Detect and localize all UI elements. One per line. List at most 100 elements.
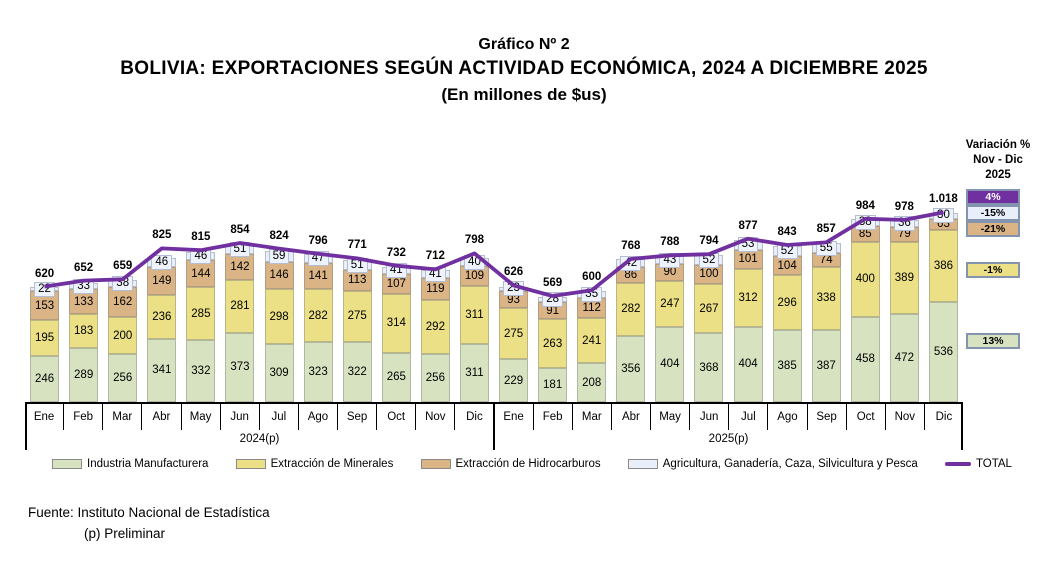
segment-value-label: 282 (621, 303, 641, 316)
total-value-label: 771 (347, 239, 367, 252)
segment-value-label: 46 (190, 248, 212, 264)
segment-value-label: 404 (660, 358, 680, 371)
segment-value-label: 314 (386, 317, 406, 330)
legend-label: TOTAL (975, 458, 1012, 470)
segment-value-label: 298 (269, 310, 289, 323)
segment-value-label: 265 (386, 371, 406, 384)
segment-value-label: 356 (621, 362, 641, 375)
segment-value-label: 311 (465, 309, 484, 322)
variation-badge: 13% (966, 333, 1020, 349)
segment-value-label: 47 (307, 251, 329, 267)
bar-segment: 112 (577, 297, 607, 319)
bar-segment: 149 (147, 266, 177, 295)
month-row: Ene Feb Mar Abr May Jun Jul Ago Sep Oct Nov Dic Ene F… (25, 404, 963, 430)
bar-segment: 256 (420, 354, 450, 402)
segment-value-label: 241 (582, 334, 602, 347)
legend-label: Extracción de Minerales (270, 458, 394, 470)
bar-segment: 296 (772, 275, 802, 331)
segment-value-label: 38 (112, 275, 134, 291)
bar-segment: 265 (381, 352, 411, 402)
bar-segment: 55 (811, 240, 841, 256)
segment-value-label: 35 (581, 286, 603, 302)
total-value-label: 815 (191, 231, 211, 244)
bar-segment: 142 (225, 253, 255, 281)
source-note: Fuente: Instituto Nacional de Estadístic… (28, 505, 270, 520)
variation-header-line2: Nov - Dic (973, 154, 1023, 166)
bar-segment: 236 (147, 294, 177, 339)
legend-item: TOTAL (944, 458, 1012, 470)
bar-segment: 162 (108, 286, 138, 318)
segment-value-label: 368 (699, 361, 719, 374)
year-group-label: 2025(p) (708, 433, 749, 445)
month-label: Mar (573, 404, 612, 430)
segment-value-label: 100 (699, 268, 719, 281)
segment-value-label: 195 (34, 332, 55, 345)
segment-value-label: 536 (933, 346, 954, 359)
bar-segment: 311 (459, 344, 489, 402)
bar-segment: 101 (733, 249, 763, 269)
bar-segment: 400 (850, 242, 880, 317)
bar-segment: 312 (733, 268, 763, 327)
bar-segment: 256 (108, 354, 138, 402)
segment-value-label: 275 (347, 310, 367, 323)
month-label: Jul (729, 404, 769, 430)
preliminary-note: (p) Preliminar (84, 526, 166, 541)
bar-segment: 323 (303, 341, 333, 402)
segment-value-label: 200 (113, 329, 133, 342)
segment-value-label: 296 (777, 296, 797, 309)
total-value-label: 712 (425, 250, 445, 263)
bar-segment: 144 (186, 260, 216, 288)
segment-value-label: 28 (542, 292, 564, 308)
segment-value-label: 389 (894, 271, 914, 284)
segment-value-label: 104 (777, 259, 797, 272)
variation-header-line1: Variación % (965, 139, 1031, 151)
segment-value-label: 22 (34, 281, 55, 297)
total-value-label: 788 (660, 236, 680, 249)
axis-group-divider (25, 402, 27, 450)
segment-value-label: 404 (738, 358, 758, 371)
segment-value-label: 30 (933, 208, 954, 224)
legend-item: Extracción de Minerales (235, 458, 394, 470)
bar-segment: 386 (928, 230, 958, 303)
variation-badge: -21% (966, 221, 1020, 237)
bar-segment: 51 (225, 241, 255, 257)
segment-value-label: 90 (663, 266, 677, 279)
bar-segment: 267 (694, 283, 724, 334)
variation-badge: 4% (966, 189, 1020, 205)
segment-value-label: 36 (893, 216, 915, 232)
bar-segment: 36 (889, 216, 919, 232)
segment-value-label: 181 (543, 379, 563, 392)
bar-segment: 536 (928, 302, 958, 402)
bar-segment: 373 (225, 332, 255, 402)
segment-value-label: 267 (699, 302, 719, 315)
segment-value-label: 400 (855, 273, 875, 286)
month-label: Nov (886, 404, 925, 430)
bar-segment: 113 (342, 269, 372, 291)
segment-value-label: 282 (308, 309, 328, 322)
bar-segment: 289 (69, 348, 99, 402)
total-value-label: 798 (464, 234, 485, 247)
bar-segment: 208 (577, 363, 607, 402)
segment-value-label: 41 (385, 262, 407, 278)
segment-value-label: 162 (113, 296, 133, 309)
month-label: Feb (534, 404, 573, 430)
month-label: Nov (416, 404, 456, 430)
month-label: Jun (690, 404, 730, 430)
bar-segment: 47 (303, 251, 333, 267)
segment-value-label: 292 (425, 321, 445, 334)
legend-item: Extracción de Hidrocarburos (420, 458, 601, 470)
bar-segment: 42 (616, 255, 646, 271)
month-label: Feb (64, 404, 104, 430)
bar-segment: 38 (850, 215, 880, 231)
bar-segment: 28 (538, 292, 568, 308)
bar-segment: 281 (225, 280, 255, 333)
segment-value-label: 229 (503, 374, 524, 387)
segment-value-label: 458 (855, 353, 875, 366)
total-value-label: 794 (699, 235, 719, 248)
bar-segment: 40 (459, 254, 489, 270)
legend-swatch (420, 459, 451, 469)
segment-value-label: 338 (816, 292, 836, 305)
bar-segment: 368 (694, 333, 724, 402)
segment-value-label: 74 (819, 254, 833, 267)
